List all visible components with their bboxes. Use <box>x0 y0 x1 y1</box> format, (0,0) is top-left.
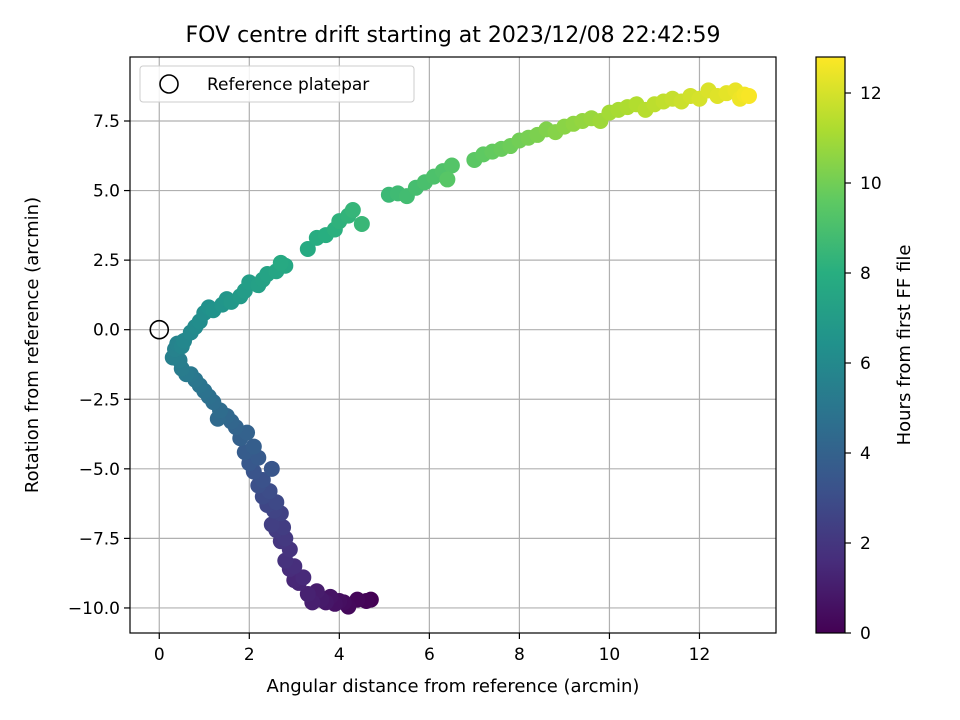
data-point <box>740 87 757 104</box>
colorbar-gradient <box>815 56 846 634</box>
colorbar-tick-label: 12 <box>860 84 882 104</box>
colorbar-tick-label: 0 <box>860 624 871 644</box>
colorbar-tick-label: 4 <box>860 444 871 464</box>
x-tick-label: 10 <box>599 645 621 665</box>
colorbar-ticks: 0 2 4 6 8 10 12 <box>845 84 882 644</box>
x-axis: 0 2 4 6 8 10 12 <box>154 633 710 665</box>
x-tick-label: 2 <box>244 645 255 665</box>
legend-box <box>139 65 415 103</box>
x-tick-label: 8 <box>514 645 525 665</box>
reference-platepar-marker <box>149 319 170 340</box>
legend-open-circle-marker <box>159 74 179 94</box>
colorbar-tick-label: 6 <box>860 354 871 374</box>
colorbar-label: Hours from first FF file <box>894 245 915 446</box>
y-tick-label: −10.0 <box>68 599 120 619</box>
data-point <box>299 241 316 257</box>
y-tick-label: 5.0 <box>93 182 120 202</box>
y-tick-label: 7.5 <box>93 112 120 132</box>
y-tick-label: −5.0 <box>79 460 120 480</box>
data-point <box>263 460 280 477</box>
colorbar-tick-label: 2 <box>860 534 871 554</box>
plot-frame <box>129 56 777 634</box>
data-points <box>164 82 757 615</box>
x-axis-label: Angular distance from reference (arcmin) <box>267 676 640 697</box>
y-axis: −10.0 −7.5 −5.0 −2.5 0.0 2.5 5.0 7.5 <box>68 112 130 619</box>
x-tick-label: 12 <box>689 645 711 665</box>
data-point <box>353 215 370 232</box>
chart-title: FOV centre drift starting at 2023/12/08 … <box>186 23 721 48</box>
legend: Reference platepar <box>139 65 415 103</box>
data-point <box>299 586 316 603</box>
data-point <box>245 438 262 455</box>
data-point <box>295 569 312 586</box>
colorbar-tick-label: 8 <box>860 264 871 284</box>
data-point <box>443 157 460 174</box>
x-tick-label: 6 <box>424 645 435 665</box>
y-axis-label: Rotation from reference (arcmin) <box>22 197 43 493</box>
legend-label: Reference platepar <box>207 75 369 95</box>
colorbar: 0 2 4 6 8 10 12 Hours from first FF file <box>815 56 915 644</box>
colorbar-tick-label: 10 <box>860 174 882 194</box>
data-point <box>263 516 280 533</box>
y-tick-label: 2.5 <box>93 251 120 271</box>
x-tick-label: 4 <box>334 645 345 665</box>
data-point <box>439 171 456 188</box>
y-tick-label: −7.5 <box>79 529 120 549</box>
data-point <box>272 254 289 271</box>
y-tick-label: 0.0 <box>93 321 120 341</box>
data-point <box>344 202 361 219</box>
x-tick-label: 0 <box>154 645 165 665</box>
y-tick-label: −2.5 <box>79 390 120 410</box>
grid <box>130 57 776 633</box>
